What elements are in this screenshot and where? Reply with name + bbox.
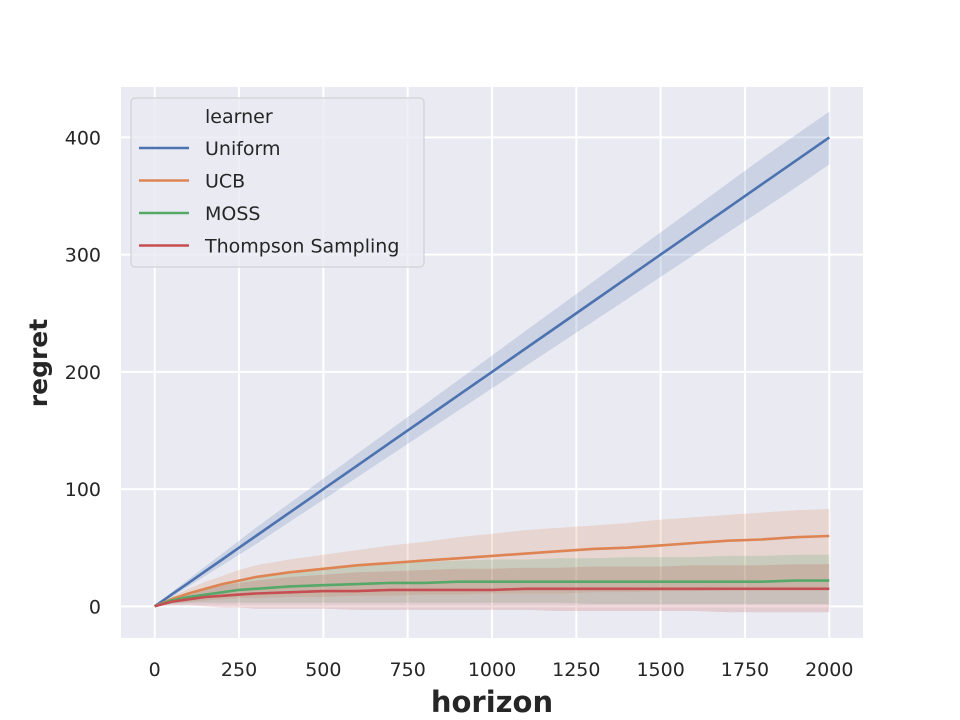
y-axis-label: regret [24, 319, 53, 407]
confidence-bands [154, 111, 830, 613]
legend: learner Uniform UCB MOSS Thompson Sampling [130, 97, 425, 268]
x-tick-label: 500 [305, 659, 341, 681]
x-axis-label: horizon [431, 685, 553, 719]
legend-label-thompson-sampling: Thompson Sampling [204, 236, 399, 258]
thompson-sampling-band [154, 564, 830, 613]
legend-label-ucb: UCB [205, 171, 245, 193]
legend-items: Uniform UCB MOSS Thompson Sampling [139, 138, 399, 258]
x-tick-label: 1750 [721, 659, 769, 681]
uniform-band [154, 111, 830, 607]
x-tick-label: 750 [390, 659, 426, 681]
y-tick-label: 0 [89, 596, 101, 618]
legend-label-moss: MOSS [205, 203, 260, 225]
x-tick-label: 1250 [552, 659, 600, 681]
x-tick-labels: 0 250 500 750 1000 1250 1500 1750 2000 [149, 659, 854, 681]
legend-label-uniform: Uniform [205, 138, 281, 160]
x-tick-label: 2000 [805, 659, 853, 681]
y-tick-label: 100 [65, 479, 101, 501]
x-tick-label: 0 [149, 659, 161, 681]
y-tick-label: 400 [65, 127, 101, 149]
y-tick-label: 300 [65, 245, 101, 267]
legend-title: learner [205, 106, 273, 128]
ucb-line [154, 534, 830, 608]
thompson-sampling-line [154, 587, 830, 608]
x-tick-label: 250 [221, 659, 257, 681]
legend-box [130, 97, 425, 268]
moss-line [154, 579, 830, 608]
x-tick-label: 1000 [468, 659, 516, 681]
series-lines [153, 136, 831, 608]
x-tick-label: 1500 [636, 659, 684, 681]
y-tick-label: 200 [65, 362, 101, 384]
y-tick-labels: 0 100 200 300 400 [65, 127, 101, 618]
uniform-line [153, 136, 831, 608]
